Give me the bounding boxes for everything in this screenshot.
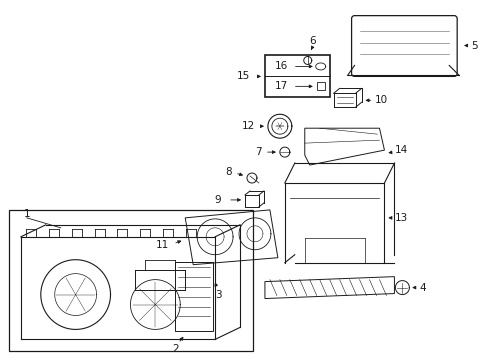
Text: 5: 5: [470, 41, 476, 50]
Text: 6: 6: [309, 36, 315, 46]
Bar: [9, 210, 252, 351]
Bar: [175, 262, 213, 332]
Text: 11: 11: [155, 240, 168, 250]
Bar: [264, 55, 329, 97]
Text: 14: 14: [394, 145, 407, 155]
Text: 9: 9: [214, 195, 221, 205]
Text: 1: 1: [23, 209, 30, 219]
Text: 12: 12: [241, 121, 254, 131]
Text: 8: 8: [224, 167, 231, 177]
Text: 3: 3: [214, 289, 221, 300]
Text: 4: 4: [418, 283, 425, 293]
Text: 13: 13: [394, 213, 407, 223]
Text: 2: 2: [172, 345, 178, 354]
Text: 17: 17: [274, 81, 287, 91]
Text: 15: 15: [236, 71, 249, 81]
Bar: [316, 82, 324, 90]
Text: 10: 10: [374, 95, 387, 105]
Text: 16: 16: [274, 62, 287, 71]
Text: 7: 7: [254, 147, 261, 157]
